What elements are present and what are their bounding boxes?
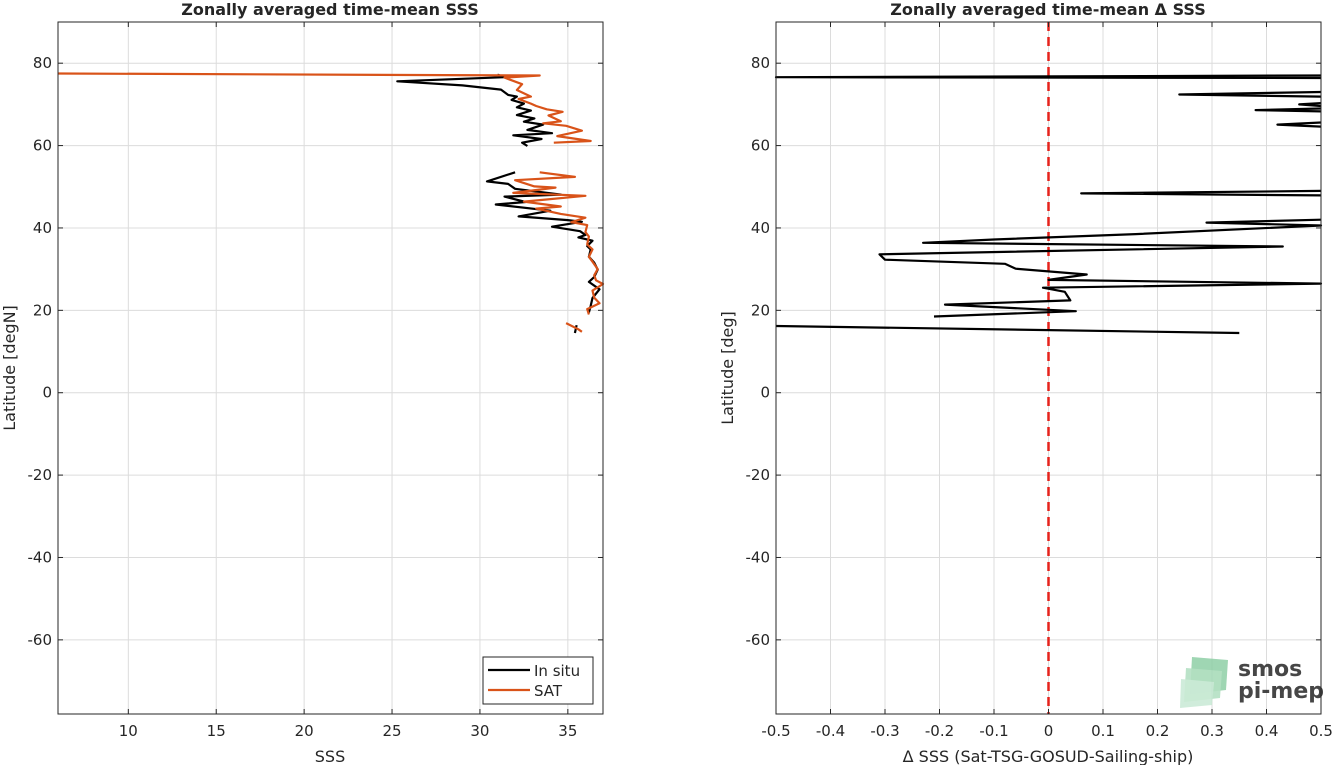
watermark-text-pi-mep: pi-mep	[1238, 679, 1324, 704]
watermark-text-smos: smos	[1238, 657, 1302, 682]
x-tick-label: 0.2	[1146, 722, 1170, 740]
left-series-lines	[57, 72, 605, 334]
x-tick-label: -0.5	[761, 722, 790, 740]
y-tick-label: 40	[33, 219, 52, 237]
series-line-in-situ	[396, 73, 554, 147]
right-tick-labels: -0.5 -0.4 -0.3 -0.2 -0.1 0 0.1 0.2 0.3 0.4 0.5 -60 -…	[746, 22, 1333, 740]
series-line-series-1	[878, 218, 1323, 318]
y-tick-label: 80	[33, 54, 52, 72]
right-y-axis-label: Latitude [deg]	[718, 311, 737, 425]
y-tick-label: -60	[28, 631, 53, 649]
x-tick-label: -0.3	[870, 722, 899, 740]
series-line-series-1	[775, 324, 1240, 335]
watermark-layers-icon	[1180, 657, 1228, 708]
legend-label-sat: SAT	[534, 682, 563, 700]
y-tick-label: 80	[751, 54, 770, 72]
series-line-series-1	[1276, 121, 1322, 128]
series-line-sat	[512, 171, 605, 315]
y-tick-label: -20	[28, 466, 53, 484]
x-tick-label: 0.5	[1309, 722, 1333, 740]
y-tick-label: 0	[760, 384, 770, 402]
y-tick-label: -40	[746, 548, 771, 566]
y-tick-label: -40	[28, 548, 53, 566]
series-line-sat	[57, 72, 592, 144]
left-chart-title: Zonally averaged time-mean SSS	[181, 0, 479, 19]
y-tick-label: 0	[42, 384, 52, 402]
left-tick-labels: 10 15 20 25 30 35 -60 -40 -20 0 20 40 60 80	[28, 22, 603, 740]
left-gridlines	[58, 22, 603, 714]
series-line-in-situ	[485, 171, 601, 313]
x-tick-label: -0.2	[925, 722, 954, 740]
x-tick-label: 15	[207, 722, 226, 740]
y-tick-label: 60	[33, 137, 52, 155]
x-tick-label: 0.3	[1200, 722, 1224, 740]
x-tick-label: 20	[295, 722, 314, 740]
series-line-series-1	[1080, 189, 1322, 197]
left-axes-frame	[57, 21, 604, 715]
y-tick-label: 60	[751, 137, 770, 155]
series-line-sat	[565, 322, 583, 333]
left-chart: Zonally averaged time-mean SSS 10 15 20 25 3…	[0, 0, 605, 765]
y-tick-label: -20	[746, 466, 771, 484]
x-tick-label: -0.1	[979, 722, 1008, 740]
legend-label-in-situ: In situ	[534, 662, 580, 680]
y-tick-label: -60	[746, 631, 771, 649]
legend: In situ SAT	[482, 656, 594, 705]
x-tick-label: 25	[382, 722, 401, 740]
left-x-axis-label: SSS	[315, 747, 345, 765]
y-tick-label: 40	[751, 219, 770, 237]
series-line-series-1	[774, 74, 1322, 80]
x-tick-label: 30	[470, 722, 489, 740]
series-line-series-1	[1254, 107, 1322, 113]
watermark-logo: smos pi-mep	[1180, 657, 1324, 708]
x-tick-label: 35	[558, 722, 577, 740]
x-tick-label: 10	[119, 722, 138, 740]
y-tick-label: 20	[33, 301, 52, 319]
y-tick-label: 20	[751, 301, 770, 319]
series-line-series-1	[1298, 102, 1322, 108]
series-line-series-1	[1178, 90, 1322, 98]
right-x-axis-label: Δ SSS (Sat-TSG-GOSUD-Sailing-ship)	[903, 747, 1194, 765]
legend-box	[482, 656, 594, 705]
x-tick-label: 0.1	[1091, 722, 1115, 740]
x-tick-label: -0.4	[816, 722, 845, 740]
x-tick-label: 0.4	[1255, 722, 1279, 740]
left-y-axis-label: Latitude [degN]	[0, 305, 19, 431]
right-chart-title: Zonally averaged time-mean Δ SSS	[890, 0, 1206, 19]
x-tick-label: 0	[1044, 722, 1054, 740]
right-chart: Zonally averaged time-mean Δ SSS -0.5 -0.…	[718, 0, 1333, 765]
